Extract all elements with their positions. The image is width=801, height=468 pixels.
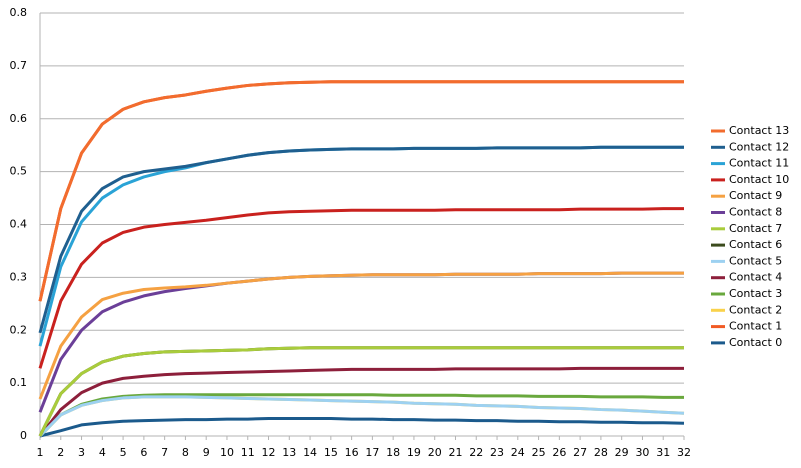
series-line xyxy=(38,271,684,413)
y-tick-label: 0.8 xyxy=(10,6,28,19)
x-tick-label: 7 xyxy=(161,446,168,459)
x-tick-label: 13 xyxy=(282,446,296,459)
legend-label: Contact 10 xyxy=(729,173,789,186)
x-tick-label: 26 xyxy=(552,446,566,459)
series-line xyxy=(39,417,685,438)
legend-label: Contact 2 xyxy=(729,303,782,316)
legend-label: Contact 4 xyxy=(729,271,782,284)
x-tick-label: 3 xyxy=(78,446,85,459)
x-tick-label: 32 xyxy=(677,446,691,459)
legend-label: Contact 5 xyxy=(729,254,782,267)
x-tick-label: 16 xyxy=(345,446,359,459)
x-tick-label: 8 xyxy=(182,446,189,459)
x-tick-label: 25 xyxy=(532,446,546,459)
legend: Contact 13 Contact 12 Contact 11 Contact 10… xyxy=(711,124,789,349)
series-line xyxy=(38,346,684,437)
x-tick-label: 1 xyxy=(37,446,44,459)
x-tick-label: 9 xyxy=(203,446,210,459)
legend-label: Contact 6 xyxy=(729,238,782,251)
series-line xyxy=(38,393,684,438)
series-line xyxy=(38,80,684,302)
series-line xyxy=(38,207,684,369)
x-tick-label: 21 xyxy=(448,446,462,459)
series-line xyxy=(38,366,684,437)
y-tick-label: 0.1 xyxy=(10,376,28,389)
y-tick-label: 0.3 xyxy=(10,270,28,283)
legend-label: Contact 11 xyxy=(729,157,789,170)
legend-label: Contact 0 xyxy=(729,336,782,349)
x-tick-label: 19 xyxy=(407,446,421,459)
x-tick-label: 15 xyxy=(324,446,338,459)
x-tick-label: 27 xyxy=(573,446,587,459)
series-line xyxy=(38,271,684,400)
series-line xyxy=(38,395,685,438)
x-tick-label: 14 xyxy=(303,446,317,459)
x-tick-label: 29 xyxy=(615,446,629,459)
legend-label: Contact 3 xyxy=(729,287,782,300)
series-line xyxy=(38,145,684,334)
y-tick-label: 0.2 xyxy=(10,323,28,336)
legend-label: Contact 13 xyxy=(729,124,789,137)
x-tick-label: 22 xyxy=(469,446,483,459)
legend-label: Contact 1 xyxy=(729,320,782,333)
x-tick-label: 24 xyxy=(511,446,525,459)
x-tick-label: 30 xyxy=(635,446,649,459)
x-tick-label: 11 xyxy=(241,446,255,459)
y-tick-label: 0.5 xyxy=(10,165,28,178)
series-line xyxy=(38,145,684,347)
x-tick-label: 10 xyxy=(220,446,234,459)
x-tick-label: 4 xyxy=(99,446,106,459)
x-tick-label: 5 xyxy=(120,446,127,459)
y-tick-label: 0.4 xyxy=(10,218,28,231)
legend-label: Contact 8 xyxy=(729,206,782,219)
x-tick-label: 31 xyxy=(656,446,670,459)
y-tick-label: 0.7 xyxy=(10,59,28,72)
x-tick-label: 23 xyxy=(490,446,504,459)
series-line xyxy=(38,80,684,302)
x-tick-label: 2 xyxy=(57,446,64,459)
legend-label: Contact 12 xyxy=(729,140,789,153)
x-tick-label: 6 xyxy=(140,446,147,459)
x-tick-label: 17 xyxy=(365,446,379,459)
y-tick-label: 0 xyxy=(20,429,27,442)
x-tick-label: 18 xyxy=(386,446,400,459)
x-tick-label: 20 xyxy=(428,446,442,459)
x-tick-label: 28 xyxy=(594,446,608,459)
y-tick-label: 0.6 xyxy=(10,112,28,125)
x-tick-label: 12 xyxy=(262,446,276,459)
legend-label: Contact 9 xyxy=(729,189,782,202)
legend-label: Contact 7 xyxy=(729,222,782,235)
